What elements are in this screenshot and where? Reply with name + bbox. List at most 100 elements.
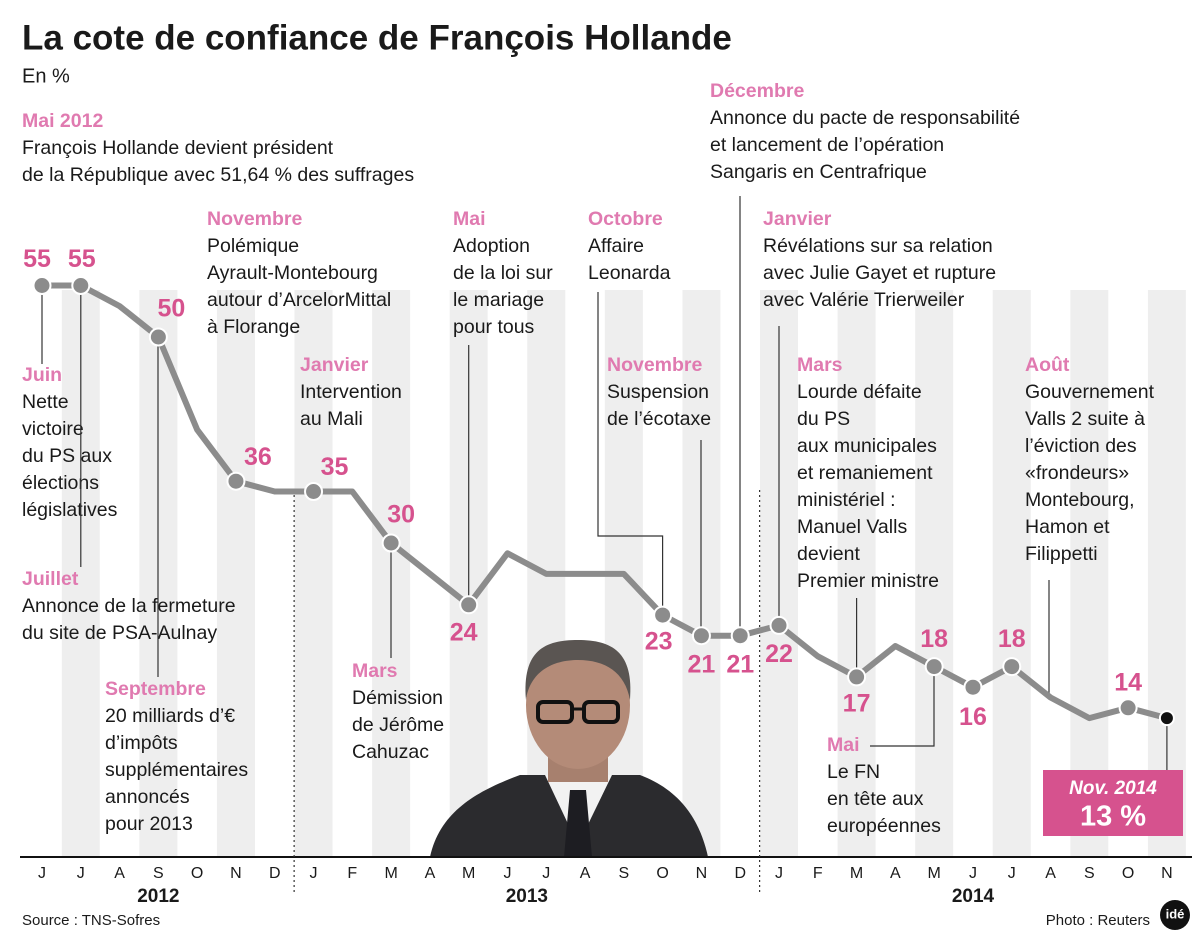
annotation-text: Leonarda [588, 262, 671, 284]
annotation-text: Lourde défaite [797, 381, 922, 403]
annotation-text: du PS [797, 408, 850, 430]
credit: Photo : Reuters [1046, 912, 1150, 929]
point [304, 482, 324, 501]
point [381, 533, 401, 553]
x-tick-label: J [503, 865, 511, 882]
value-label: 22 [765, 640, 793, 668]
x-tick-label: A [1045, 865, 1056, 882]
annotation-title: Novembre [607, 354, 703, 376]
value-label: 23 [645, 628, 673, 656]
annotation-text: au Mali [300, 408, 363, 430]
point [1002, 657, 1022, 677]
annotation-text: 20 milliards d’€ [105, 705, 235, 727]
annotation-text: pour tous [453, 316, 535, 338]
annotation-text: François Hollande devient président [22, 137, 334, 159]
annotation-text: annoncés [105, 786, 190, 808]
annotation-title: Mars [797, 354, 843, 376]
annotation-text: avec Valérie Trierweiler [763, 289, 965, 311]
x-tick-label: J [775, 865, 783, 882]
annotation-text: européennes [827, 815, 941, 837]
x-tick-label: S [1084, 865, 1095, 882]
x-tick-label: J [1008, 865, 1016, 882]
x-tick-label: D [734, 865, 746, 882]
annotation-text: en tête aux [827, 788, 924, 810]
annotation-text: victoire [22, 418, 84, 440]
annotation-text: à Florange [207, 316, 300, 338]
annotation-text: Adoption [453, 235, 530, 257]
leader-line [597, 292, 664, 615]
annotation-text: Montebourg, [1025, 489, 1135, 511]
x-tick-label: J [310, 865, 318, 882]
annotation-text: Démission [352, 687, 443, 709]
x-tick-label: A [114, 865, 125, 882]
annotation-title: Décembre [710, 80, 804, 102]
value-label: 30 [387, 501, 415, 529]
annotation-text: Révélations sur sa relation [763, 235, 993, 257]
point [691, 626, 711, 646]
x-tick-label: O [1122, 865, 1134, 882]
annotation-title: Octobre [588, 208, 663, 230]
x-tick-label: J [77, 865, 85, 882]
annotation-text: de Jérôme [352, 714, 444, 736]
logo: idé [1166, 906, 1185, 921]
x-tick-label: J [969, 865, 977, 882]
annotation-text: de la République avec 51,64 % des suffra… [22, 164, 414, 186]
annotation-text: de l’écotaxe [607, 408, 711, 430]
annotation-text: Polémique [207, 235, 299, 257]
annotation-text: Filippetti [1025, 543, 1098, 565]
annotation-text: du PS aux [22, 445, 112, 467]
stripe [915, 290, 954, 857]
value-label: 21 [726, 650, 754, 678]
annotation-title: Septembre [105, 678, 206, 700]
year-label: 2014 [952, 886, 995, 907]
point [459, 595, 479, 615]
annotation-title: Mai 2012 [22, 110, 103, 132]
value-label: 18 [920, 625, 948, 653]
annotation-text: et lancement de l’opération [710, 134, 944, 156]
photo [430, 640, 708, 857]
annotation-title: Janvier [763, 208, 832, 230]
annotation-text: autour d’ArcelorMittal [207, 289, 391, 311]
annotation-text: d’impôts [105, 732, 178, 754]
annotation-text: Hamon et [1025, 516, 1110, 538]
point [1158, 710, 1175, 727]
x-tick-label: A [580, 865, 591, 882]
annotation-text: devient [797, 543, 860, 565]
annotation-text: Sangaris en Centrafrique [710, 161, 927, 183]
annotation-title: Janvier [300, 354, 369, 376]
value-label: 55 [68, 245, 96, 273]
x-tick-label: O [656, 865, 668, 882]
x-tick-label: O [191, 865, 203, 882]
point [653, 605, 673, 625]
point [71, 276, 91, 295]
x-tick-label: N [696, 865, 708, 882]
annotation-text: Nette [22, 391, 69, 413]
value-label: 13 % [1080, 801, 1146, 833]
annotation-text: avec Julie Gayet et rupture [763, 262, 996, 284]
x-tick-label: M [928, 865, 941, 882]
annotation-text: Gouvernement [1025, 381, 1155, 403]
annotation-text: Affaire [588, 235, 644, 257]
annotation-text: «frondeurs» [1025, 462, 1129, 484]
stripe [216, 290, 255, 857]
annotation-text: supplémentaires [105, 759, 248, 781]
annotation-text: Annonce du pacte de responsabilité [710, 107, 1020, 129]
source: Source : TNS-Sofres [22, 912, 160, 929]
year-label: 2012 [137, 886, 179, 907]
x-tick-label: A [425, 865, 436, 882]
value-label: 14 [1114, 668, 1142, 696]
annotation-text: le mariage [453, 289, 544, 311]
point [963, 677, 983, 697]
x-tick-label: J [38, 865, 46, 882]
x-tick-label: F [347, 865, 357, 882]
x-tick-label: N [1161, 865, 1173, 882]
value-label: 24 [450, 618, 478, 646]
last-value-box [1043, 770, 1183, 836]
annotation-text: Manuel Valls [797, 516, 907, 538]
chart-title: La cote de confiance de François Holland… [22, 18, 732, 57]
annotation-text: du site de PSA-Aulnay [22, 622, 217, 644]
annotation-text: élections [22, 472, 99, 494]
value-label: 35 [321, 453, 349, 481]
point [730, 626, 750, 646]
